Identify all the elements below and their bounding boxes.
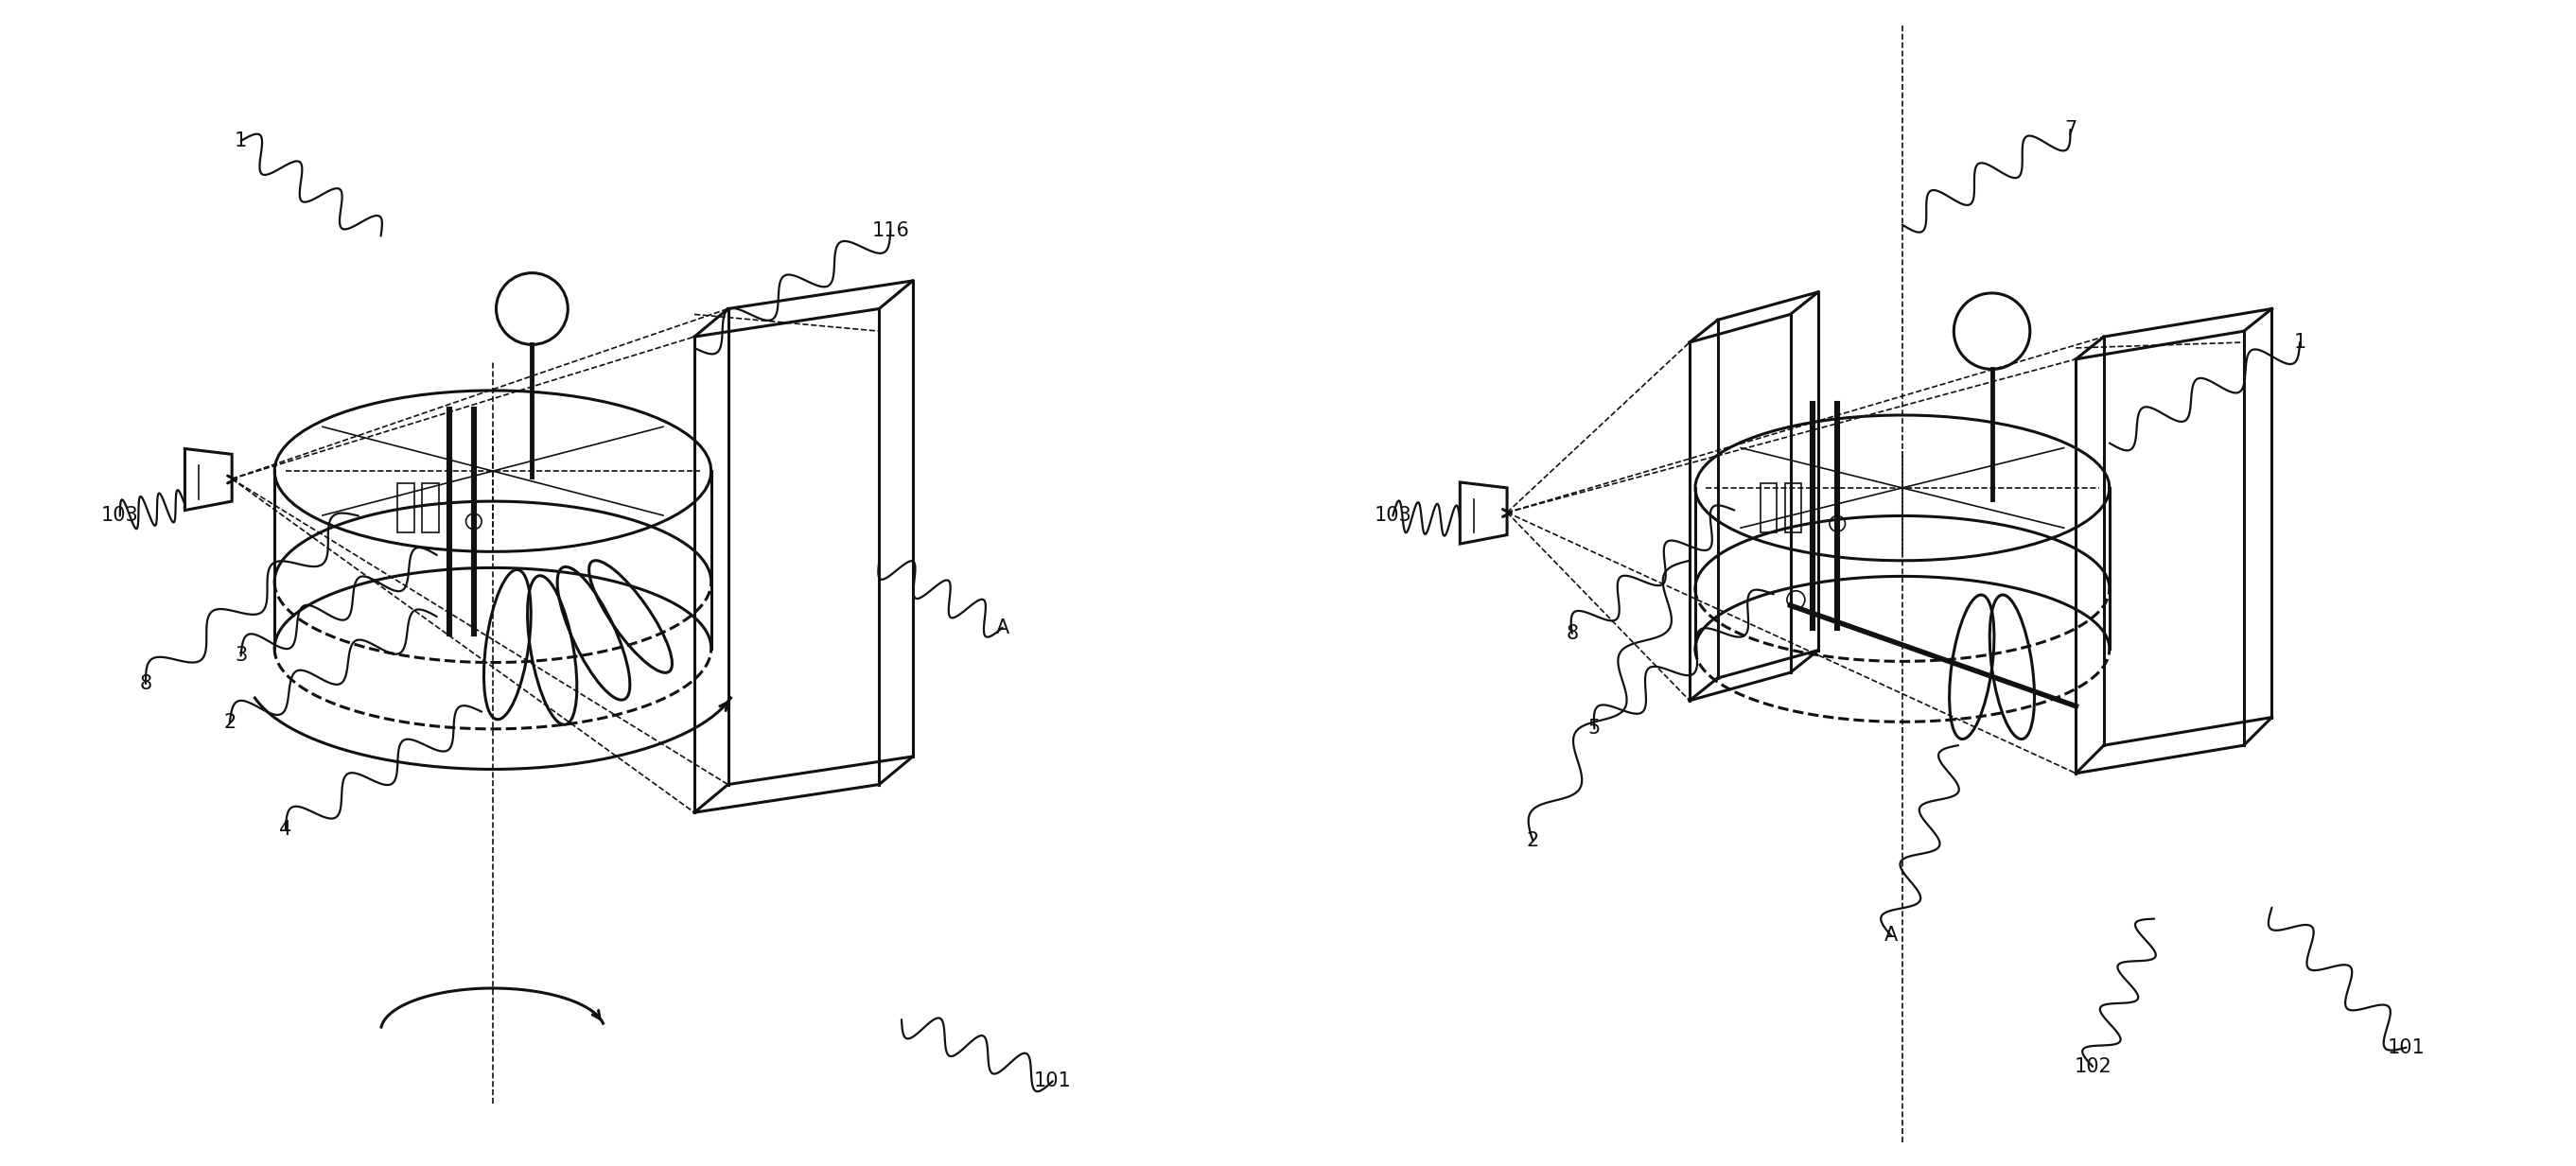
Polygon shape <box>1461 483 1507 543</box>
Text: 2: 2 <box>1528 831 1538 850</box>
Text: 101: 101 <box>2388 1038 2424 1058</box>
Text: 103: 103 <box>100 506 139 526</box>
Text: A: A <box>994 618 1010 638</box>
Text: 1: 1 <box>234 132 247 150</box>
Text: 8: 8 <box>1566 624 1579 642</box>
Text: 102: 102 <box>2074 1058 2112 1076</box>
Bar <box>422 484 438 533</box>
Bar <box>1785 484 1801 533</box>
Text: 3: 3 <box>234 646 247 666</box>
Text: 8: 8 <box>139 674 152 694</box>
Text: A: A <box>1886 926 1899 946</box>
Bar <box>1759 484 1777 533</box>
Text: 103: 103 <box>1373 506 1412 526</box>
Text: 101: 101 <box>1033 1072 1072 1090</box>
Text: 116: 116 <box>871 220 909 240</box>
Text: 2: 2 <box>224 714 237 732</box>
Text: 1: 1 <box>2293 332 2306 352</box>
Bar <box>397 484 415 533</box>
Text: 7: 7 <box>2063 120 2076 139</box>
Text: 4: 4 <box>278 820 291 838</box>
Text: 5: 5 <box>1589 719 1600 738</box>
Polygon shape <box>185 449 232 511</box>
